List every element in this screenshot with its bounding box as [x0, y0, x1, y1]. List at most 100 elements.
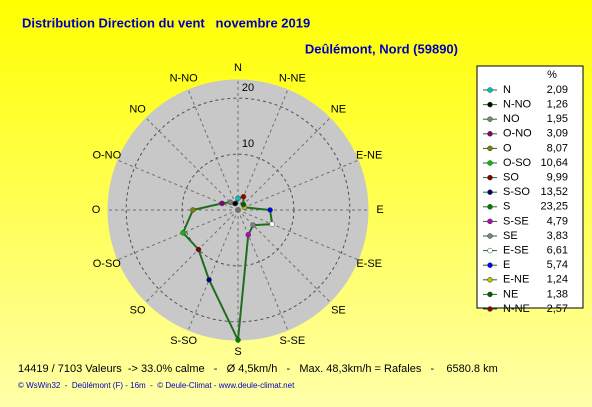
- legend-label: S-SO: [503, 186, 530, 198]
- legend-value: 1,95: [547, 113, 568, 125]
- point: [195, 246, 202, 253]
- spoke: [145, 209, 239, 303]
- direction-label: S-SO: [170, 335, 197, 347]
- direction-label: NE: [331, 103, 346, 115]
- direction-label: O: [92, 204, 101, 216]
- spoke: [237, 209, 359, 261]
- point: [240, 201, 247, 208]
- legend-value: 6,61: [547, 245, 568, 257]
- spoke: [237, 209, 289, 331]
- legend-value: 8,07: [547, 142, 568, 154]
- legend-label: E: [503, 259, 510, 271]
- legend-label: N-NO: [503, 99, 532, 111]
- grid-ring: [181, 153, 295, 267]
- point: [240, 193, 247, 200]
- legend-marker: [487, 116, 493, 122]
- legend-label: O-NO: [503, 128, 532, 140]
- legend-value: 2,09: [547, 84, 568, 96]
- direction-label: S-SE: [279, 335, 305, 347]
- point: [232, 200, 239, 207]
- legend-value: 2,57: [547, 303, 568, 315]
- legend-label: O: [503, 142, 512, 154]
- point: [235, 195, 241, 202]
- direction-label: O-NO: [92, 150, 121, 162]
- point: [235, 337, 241, 343]
- spoke: [187, 209, 239, 331]
- direction-label: N-NO: [170, 73, 199, 85]
- legend-label: E-SE: [503, 245, 529, 257]
- legend-value: 1,24: [547, 274, 568, 286]
- r-tick-label: 20: [242, 82, 254, 94]
- point: [190, 207, 196, 213]
- legend-value: 3,83: [547, 230, 568, 242]
- point: [206, 277, 212, 283]
- legend-marker: [487, 145, 493, 152]
- legend-label: S-SE: [503, 215, 529, 227]
- r-tick-label: 10: [242, 138, 254, 150]
- legend-marker: [487, 233, 493, 239]
- legend-marker: [487, 189, 493, 195]
- direction-label: S: [234, 346, 241, 358]
- legend-label: O-SO: [503, 157, 532, 169]
- point: [245, 231, 251, 238]
- legend-marker: [487, 306, 493, 312]
- direction-label: E: [376, 204, 383, 216]
- direction-label: E-NE: [356, 150, 382, 162]
- point: [180, 230, 186, 236]
- legend-marker: [487, 204, 493, 210]
- spoke: [117, 209, 239, 261]
- footer: 14419 / 7103 Valeurs -> 33.0% calme - Ø …: [18, 363, 498, 375]
- point: [219, 200, 225, 207]
- legend-marker: [487, 277, 493, 283]
- legend-value: 1,38: [547, 288, 568, 300]
- legend-value: 9,99: [547, 172, 568, 184]
- legend-label: N-NE: [503, 303, 530, 315]
- point: [269, 221, 275, 227]
- spoke: [237, 209, 331, 303]
- legend-label: SO: [503, 172, 519, 184]
- spoke: [237, 159, 359, 211]
- chart-subtitle: Deûlémont, Nord (59890): [305, 41, 458, 56]
- legend-value: 4,79: [547, 215, 568, 227]
- legend-label: NO: [503, 113, 520, 125]
- legend-marker: [487, 131, 493, 137]
- legend-value: 13,52: [540, 186, 568, 198]
- legend-box: [476, 65, 584, 309]
- legend-value: 10,64: [540, 157, 568, 169]
- point: [267, 207, 273, 213]
- spoke: [145, 117, 239, 211]
- legend-label: N: [503, 84, 511, 96]
- direction-label: E-SE: [356, 258, 382, 270]
- legend-marker: [487, 247, 493, 254]
- legend-marker: [487, 160, 493, 166]
- legend-marker: [487, 87, 493, 93]
- legend-marker: [487, 218, 493, 225]
- point: [227, 199, 234, 206]
- credit: © WsWin32 - Deûlémont (F) - 16m - © Deul…: [18, 381, 295, 390]
- direction-label: O-SO: [93, 258, 122, 270]
- point: [250, 222, 256, 228]
- spoke: [187, 89, 239, 211]
- direction-label: N-NE: [279, 73, 306, 85]
- legend-title: %: [547, 69, 557, 81]
- legend-marker: [487, 174, 493, 181]
- spoke: [117, 159, 239, 211]
- direction-label: N: [234, 62, 242, 74]
- legend-marker: [487, 262, 493, 268]
- grid-ring: [125, 97, 351, 323]
- chart-title: Distribution Direction du vent novembre …: [22, 15, 310, 30]
- direction-label: SO: [130, 304, 146, 316]
- legend-label: SE: [503, 230, 518, 242]
- legend-label: E-NE: [503, 274, 529, 286]
- legend-marker: [487, 291, 493, 298]
- legend-value: 3,09: [547, 128, 568, 140]
- legend-value: 5,74: [547, 259, 568, 271]
- direction-label: NO: [129, 103, 146, 115]
- legend-marker: [487, 101, 493, 108]
- legend-label: S: [503, 201, 510, 213]
- direction-label: SE: [331, 304, 346, 316]
- legend-value: 23,25: [540, 201, 568, 213]
- legend-label: NE: [503, 288, 518, 300]
- spoke: [237, 117, 331, 211]
